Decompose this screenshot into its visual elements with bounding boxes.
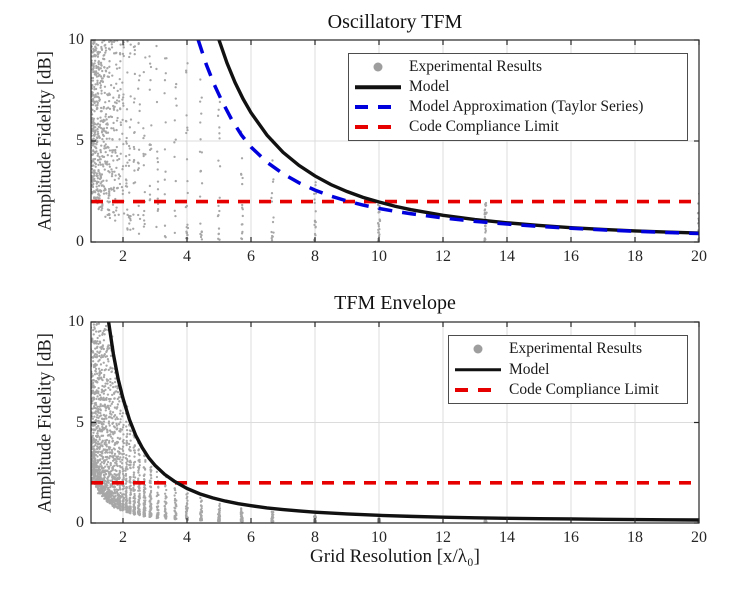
- y-tick-label: 5: [76, 413, 84, 431]
- dashed-line-icon: [355, 102, 401, 112]
- x-tick-label: 14: [499, 529, 515, 546]
- y-tick-label: 10: [68, 31, 84, 48]
- scatter-marker-icon: [455, 344, 501, 354]
- legend-label: Model: [509, 360, 550, 378]
- x-tick-label: 20: [691, 529, 707, 546]
- x-tick-label: 18: [627, 248, 643, 265]
- legend-label: Code Compliance Limit: [509, 380, 659, 398]
- y-tick-label: 5: [76, 132, 84, 149]
- dashed-line-icon: [355, 122, 401, 132]
- x-tick-label: 6: [247, 248, 255, 265]
- x-tick-label: 2: [119, 529, 127, 546]
- solid-line-icon: [355, 82, 401, 92]
- legend-label: Experimental Results: [409, 58, 543, 75]
- x-tick-label: 8: [311, 248, 319, 265]
- scatter-marker-icon: [355, 62, 401, 72]
- x-tick-label: 16: [563, 529, 579, 546]
- legend-entry: Model Approximation (Taylor Series): [355, 97, 681, 117]
- y-tick-label: 10: [68, 313, 84, 330]
- x-tick-label: 6: [247, 529, 255, 546]
- x-tick-label: 12: [435, 529, 451, 546]
- x-tick-label: 4: [183, 248, 191, 265]
- legend-entry: Model: [355, 77, 681, 97]
- dashed-line-icon: [455, 385, 501, 395]
- y-tick-label: 0: [76, 233, 84, 250]
- x-tick-label: 8: [311, 529, 319, 546]
- plot2-legend: Experimental Results Model Code Compliance…: [448, 335, 688, 404]
- legend-entry: Experimental Results: [355, 57, 681, 77]
- x-tick-label: 18: [627, 529, 643, 546]
- plot1-legend: Experimental Results Model Model Approxima…: [348, 53, 688, 141]
- x-tick-label: 4: [183, 529, 191, 546]
- legend-label: Model: [409, 78, 450, 95]
- x-tick-label: 12: [435, 248, 451, 265]
- legend-entry: Code Compliance Limit: [355, 117, 681, 137]
- legend-entry: Model: [455, 360, 681, 380]
- legend-entry: Code Compliance Limit: [455, 380, 681, 400]
- legend-label: Model Approximation (Taylor Series): [409, 98, 644, 115]
- x-tick-label: 2: [119, 248, 127, 265]
- x-tick-label: 10: [371, 529, 387, 546]
- legend-label: Code Compliance Limit: [409, 118, 559, 135]
- x-tick-label: 14: [499, 248, 515, 265]
- x-axis-label: Grid Resolution [x/λ₀]: [310, 546, 480, 567]
- plot2-title: TFM Envelope: [334, 292, 456, 314]
- legend-entry: Experimental Results: [455, 339, 681, 359]
- y-tick-label: 0: [76, 514, 84, 531]
- x-tick-label: 16: [563, 248, 579, 265]
- solid-line-icon: [455, 365, 501, 375]
- plot1-title: Oscillatory TFM: [327, 11, 463, 33]
- x-tick-label: 10: [371, 248, 387, 265]
- x-tick-label: 20: [691, 248, 707, 265]
- legend-label: Experimental Results: [509, 340, 643, 358]
